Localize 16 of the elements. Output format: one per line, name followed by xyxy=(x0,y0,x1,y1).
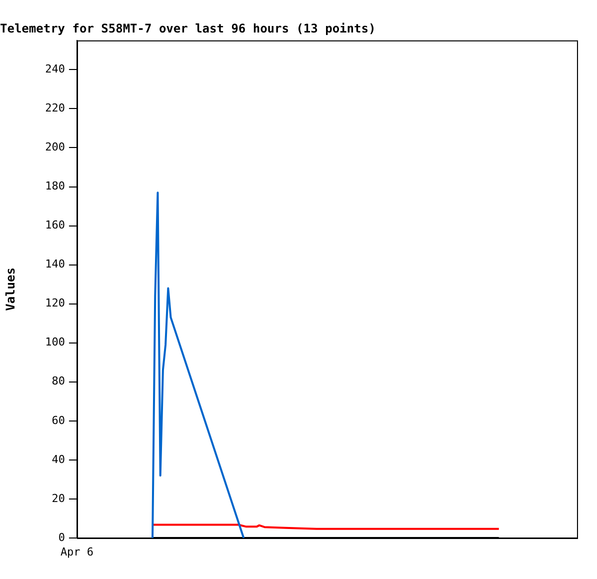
y-tick-label: 180 xyxy=(45,180,65,193)
y-axis-title: Values xyxy=(3,268,18,311)
y-tick-label: 20 xyxy=(52,492,65,505)
y-tick-label: 160 xyxy=(45,218,65,232)
y-tick-label: 240 xyxy=(45,62,65,76)
y-tick-label: 140 xyxy=(45,258,65,271)
y-tick-label: 40 xyxy=(52,452,65,466)
y-tick-label: 120 xyxy=(45,296,65,310)
y-tick-label: 60 xyxy=(52,414,65,427)
y-tick-label: 200 xyxy=(45,140,65,154)
y-tick-label: 100 xyxy=(45,336,65,349)
y-tick-label: 0 xyxy=(58,530,65,544)
x-tick-label: Apr 6 xyxy=(60,545,94,558)
chart-title: Telemetry for S58MT-7 over last 96 hours (13 points) xyxy=(0,21,376,36)
y-tick-label: 220 xyxy=(45,102,65,115)
y-tick-label: 80 xyxy=(52,374,65,388)
